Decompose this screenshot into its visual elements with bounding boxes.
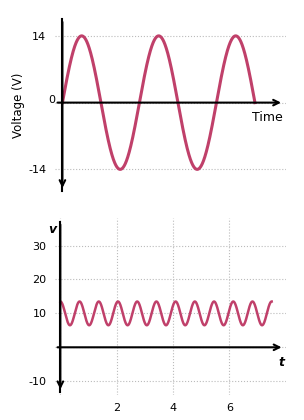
Text: v: v	[48, 223, 56, 236]
Text: 0: 0	[49, 95, 56, 105]
Text: t: t	[278, 356, 284, 369]
Text: Time: Time	[252, 111, 283, 124]
Y-axis label: Voltage (V): Voltage (V)	[12, 72, 26, 138]
